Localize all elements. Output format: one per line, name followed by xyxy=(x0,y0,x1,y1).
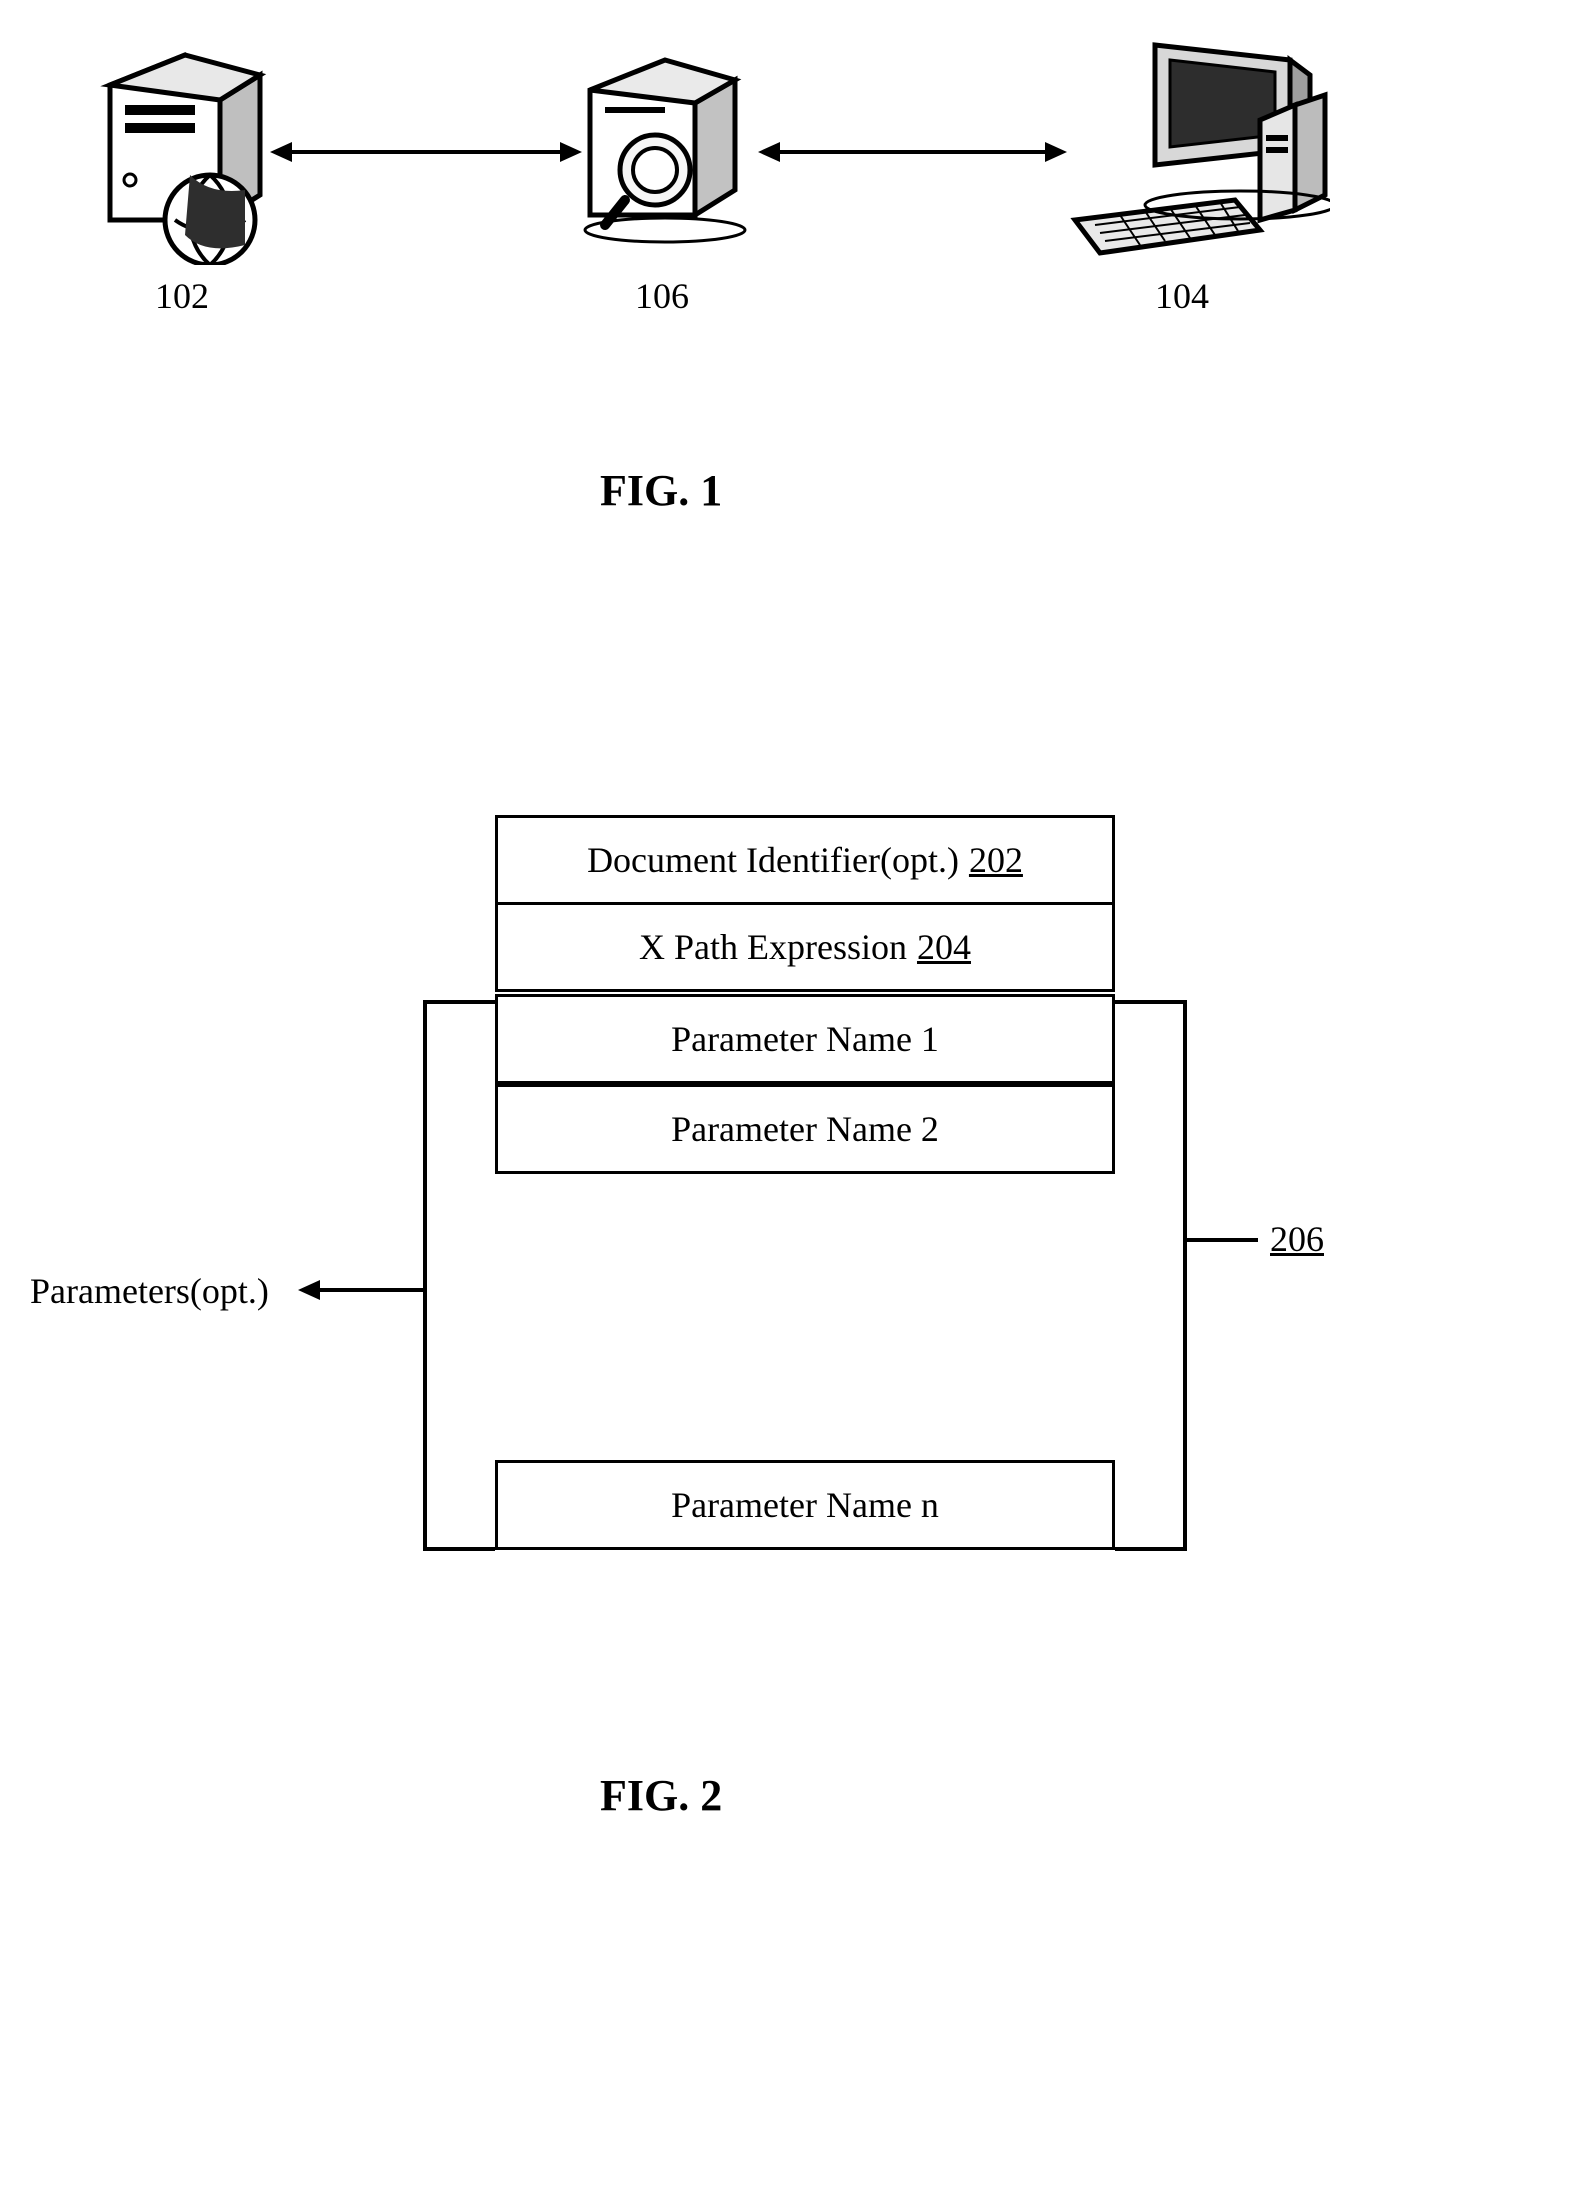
row-xpath: X Path Expression 204 xyxy=(495,902,1115,992)
row-xpath-ref: 204 xyxy=(917,926,971,968)
left-bracket-vertical xyxy=(423,1000,427,1547)
client-label: 104 xyxy=(1155,275,1209,317)
arrow-proxy-client xyxy=(780,150,1045,154)
right-bracket-vertical xyxy=(1183,1000,1187,1547)
params-label: Parameters(opt.) xyxy=(30,1270,269,1312)
right-bracket-bottom xyxy=(1115,1547,1187,1551)
row-xpath-text: X Path Expression xyxy=(639,926,907,968)
right-bracket-leader xyxy=(1183,1238,1258,1242)
figure1-caption: FIG. 1 xyxy=(600,465,722,516)
left-bracket-bottom xyxy=(423,1547,495,1551)
server-node xyxy=(90,45,280,270)
row-doc-identifier-ref: 202 xyxy=(969,839,1023,881)
bracket-206-ref: 206 xyxy=(1270,1218,1324,1260)
arrow-head-right-2 xyxy=(1045,142,1067,162)
arrow-head-left-2 xyxy=(758,142,780,162)
row-doc-identifier-text: Document Identifier(opt.) xyxy=(587,839,959,881)
row-param1-text: Parameter Name 1 xyxy=(671,1018,939,1060)
row-param-n-text: Parameter Name n xyxy=(671,1484,939,1526)
arrow-head-right-1 xyxy=(560,142,582,162)
proxy-icon xyxy=(575,55,755,255)
params-arrow-head xyxy=(298,1280,320,1300)
left-bracket-top xyxy=(423,1000,495,1004)
params-arrow-line xyxy=(320,1288,423,1292)
client-node xyxy=(1060,35,1330,270)
client-icon xyxy=(1060,35,1330,265)
figure2-caption: FIG. 2 xyxy=(600,1770,722,1821)
server-icon xyxy=(90,45,280,265)
proxy-label: 106 xyxy=(635,275,689,317)
row-param1: Parameter Name 1 xyxy=(495,994,1115,1084)
proxy-node xyxy=(575,55,755,260)
row-param2: Parameter Name 2 xyxy=(495,1084,1115,1174)
server-label: 102 xyxy=(155,275,209,317)
row-doc-identifier: Document Identifier(opt.) 202 xyxy=(495,815,1115,905)
arrow-server-proxy xyxy=(292,150,560,154)
row-param2-text: Parameter Name 2 xyxy=(671,1108,939,1150)
arrow-head-left-1 xyxy=(270,142,292,162)
row-param-n: Parameter Name n xyxy=(495,1460,1115,1550)
right-bracket-top xyxy=(1115,1000,1187,1004)
